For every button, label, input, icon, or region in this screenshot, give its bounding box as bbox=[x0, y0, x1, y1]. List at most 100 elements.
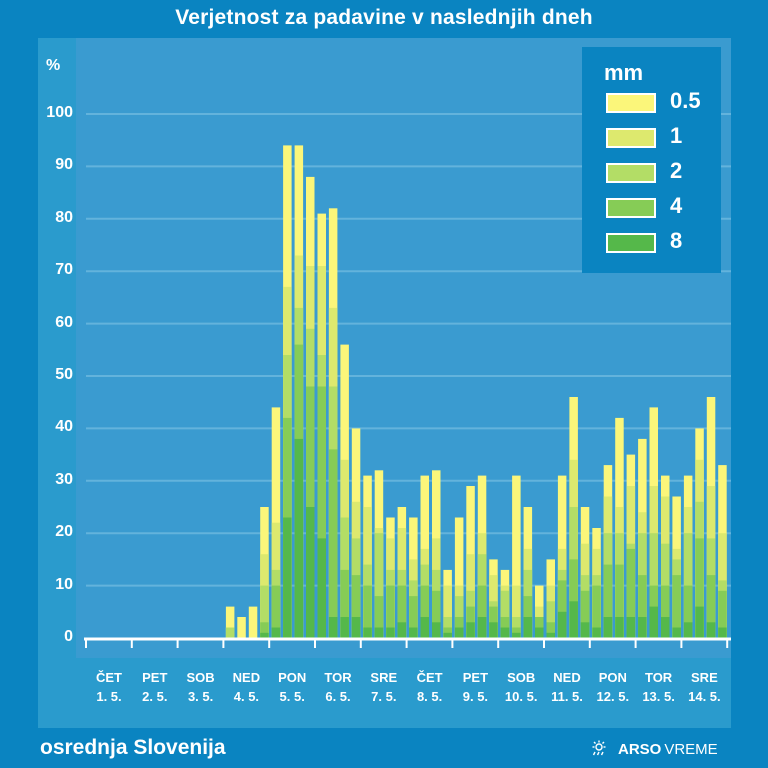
bar-segment-4mm bbox=[638, 575, 647, 638]
bar-segment-8mm bbox=[477, 617, 487, 638]
bar-segment-4mm bbox=[420, 585, 429, 638]
x-tick-label: SRE 14. 5. bbox=[681, 668, 727, 706]
day-date: 12. 5. bbox=[596, 689, 630, 704]
bar-segment-8mm bbox=[409, 627, 418, 638]
bar-segment-4mm bbox=[409, 596, 418, 638]
bar-segment-4mm bbox=[512, 627, 521, 638]
x-tick-label: SRE 7. 5. bbox=[361, 668, 407, 706]
bar-segment-4mm bbox=[603, 564, 613, 638]
bar-segment-4mm bbox=[706, 575, 716, 638]
legend: mm 0.5 1 2 4 8 bbox=[582, 47, 721, 273]
y-tick-label: 0 bbox=[64, 628, 73, 645]
bar-segment-8mm bbox=[638, 617, 647, 638]
day-of-week: ČET bbox=[416, 670, 443, 685]
x-tick-label: NED 4. 5. bbox=[223, 668, 269, 706]
bar-segment-4mm bbox=[363, 585, 372, 638]
y-tick-label: 40 bbox=[55, 418, 73, 436]
day-date: 6. 5. bbox=[325, 689, 351, 704]
day-date: 10. 5. bbox=[504, 689, 538, 704]
brand-name-bold: ARSO bbox=[618, 740, 662, 758]
bar-segment-2mm bbox=[374, 533, 384, 638]
y-tick-label: 50 bbox=[55, 366, 73, 383]
bar-segment-8mm bbox=[535, 627, 544, 638]
bar-segment-4mm bbox=[317, 386, 326, 638]
day-date: 13. 5. bbox=[642, 689, 675, 704]
bar-segment-8mm bbox=[695, 606, 704, 638]
bar-segment-8mm bbox=[569, 601, 578, 638]
bar-segment-8mm bbox=[672, 627, 681, 638]
day-date: 8. 5. bbox=[416, 689, 443, 704]
region-name: osrednja Slovenija bbox=[40, 736, 226, 759]
day-date: 5. 5. bbox=[279, 689, 305, 704]
bar-segment-8mm bbox=[466, 622, 475, 638]
bar-segment-4mm bbox=[271, 585, 281, 638]
x-tick-label: ČET 1. 5. bbox=[86, 668, 132, 706]
bar-segment-8mm bbox=[649, 606, 658, 638]
day-date: 9. 5. bbox=[462, 689, 489, 704]
day-of-week: TOR bbox=[324, 670, 352, 685]
bar-segment-8mm bbox=[661, 617, 670, 638]
bar-segment-4mm bbox=[340, 569, 349, 638]
bar-segment-8mm bbox=[374, 627, 384, 638]
y-axis-unit: % bbox=[46, 57, 61, 74]
bar-segment-8mm bbox=[351, 617, 361, 638]
bar-segment-4mm bbox=[557, 580, 567, 638]
bar-segment-8mm bbox=[557, 611, 567, 638]
bar-segment-4mm bbox=[260, 622, 269, 638]
x-tick-label: TOR 13. 5. bbox=[636, 668, 682, 706]
y-tick-label: 20 bbox=[55, 523, 73, 541]
bar-segment-4mm bbox=[477, 585, 487, 638]
legend-label: 4 bbox=[670, 193, 683, 218]
x-tick-label: NED 11. 5. bbox=[544, 668, 590, 706]
day-of-week: SOB bbox=[507, 670, 536, 685]
bar-segment-8mm bbox=[294, 438, 304, 638]
bar-segment-8mm bbox=[512, 632, 521, 638]
legend-label: 8 bbox=[670, 228, 683, 253]
day-date: 2. 5. bbox=[142, 689, 168, 704]
bar-segment-0_5mm bbox=[237, 617, 246, 638]
bar-segment-0_5mm bbox=[225, 606, 235, 638]
y-tick-label: 60 bbox=[55, 313, 73, 331]
legend-swatch bbox=[606, 128, 656, 148]
bar-segment-4mm bbox=[386, 585, 395, 638]
bar-segment-4mm bbox=[661, 585, 670, 638]
legend-label: 1 bbox=[670, 123, 683, 148]
bar-segment-4mm bbox=[592, 585, 601, 638]
x-tick-label: TOR 6. 5. bbox=[315, 668, 361, 706]
legend-label: 2 bbox=[670, 158, 683, 183]
bar-segment-8mm bbox=[615, 617, 624, 638]
legend-swatch bbox=[606, 163, 656, 183]
bar-segment-4mm bbox=[432, 590, 441, 638]
bar-segment-8mm bbox=[626, 617, 636, 638]
bar-segment-4mm bbox=[615, 564, 624, 638]
x-tick-label: ČET 8. 5. bbox=[407, 668, 453, 706]
bar-segment-8mm bbox=[500, 627, 510, 638]
bar-segment-8mm bbox=[283, 517, 292, 638]
bar-segment-1mm bbox=[443, 585, 452, 638]
day-of-week: PET bbox=[142, 670, 168, 685]
bar-segment-8mm bbox=[328, 617, 338, 638]
bar-segment-4mm bbox=[718, 590, 727, 638]
brand-name-light: VREME bbox=[664, 740, 718, 758]
bar-segment-8mm bbox=[454, 627, 464, 638]
day-of-week: NED bbox=[232, 670, 261, 685]
y-tick-label: 10 bbox=[55, 575, 73, 593]
day-date: 4. 5. bbox=[233, 689, 260, 704]
x-tick-label: SOB 3. 5. bbox=[178, 668, 224, 706]
weather-sun-rain-icon bbox=[592, 740, 606, 756]
bar-segment-8mm bbox=[260, 632, 269, 638]
x-tick-label: PON 12. 5. bbox=[590, 668, 636, 706]
day-of-week: ČET bbox=[96, 670, 122, 685]
bar-segment-8mm bbox=[443, 632, 452, 638]
bar-segment-2mm bbox=[260, 585, 269, 638]
day-of-week: PON bbox=[278, 670, 307, 685]
bar-segment-8mm bbox=[340, 617, 349, 638]
bar-segment-8mm bbox=[683, 622, 693, 638]
bar-segment-4mm bbox=[397, 585, 407, 638]
bar-segment-2mm bbox=[500, 590, 510, 638]
bar-segment-8mm bbox=[489, 622, 498, 638]
bar-segment-8mm bbox=[306, 507, 315, 638]
bar-segment-4mm bbox=[683, 585, 693, 638]
legend-label: 0.5 bbox=[670, 88, 701, 113]
